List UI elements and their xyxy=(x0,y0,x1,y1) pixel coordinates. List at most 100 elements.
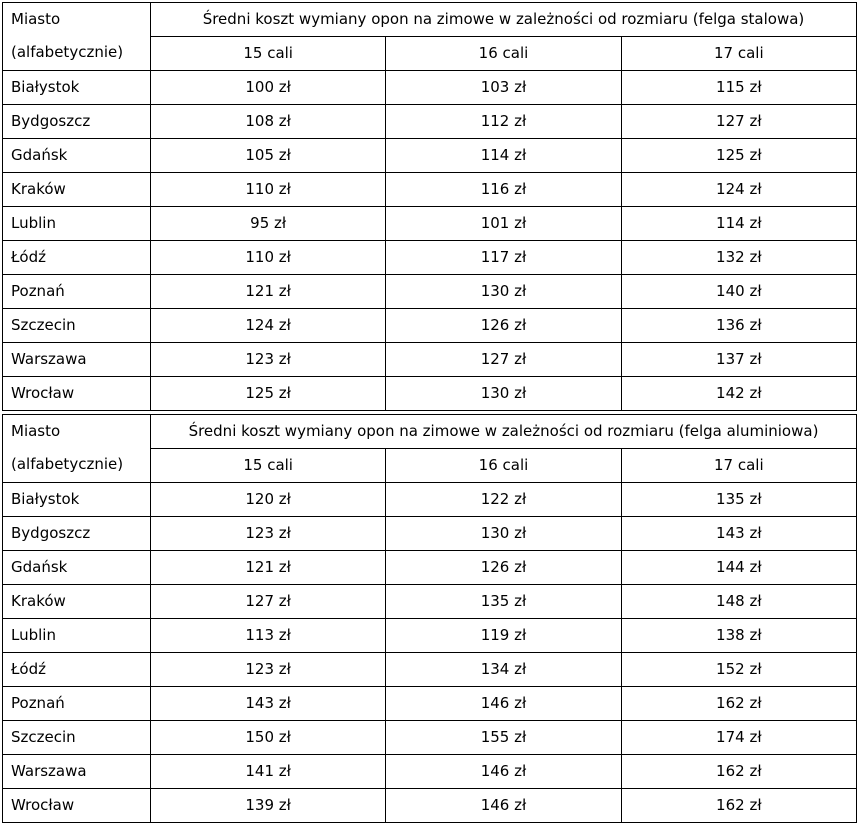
city-cell: Bydgoszcz xyxy=(2,516,151,551)
price-cell: 114 zł xyxy=(620,206,858,241)
price-cell: 127 zł xyxy=(620,104,858,139)
table-row: Bydgoszcz 108 zł 112 zł 127 zł xyxy=(2,104,858,139)
city-cell: Poznań xyxy=(2,686,151,721)
price-cell: 174 zł xyxy=(620,720,858,755)
price-cell: 130 zł xyxy=(385,376,622,411)
price-cell: 146 zł xyxy=(385,788,622,823)
price-cell: 101 zł xyxy=(385,206,622,241)
price-cell: 105 zł xyxy=(149,138,387,173)
table-row: Łódź 123 zł 134 zł 152 zł xyxy=(2,652,858,687)
price-cell: 130 zł xyxy=(385,274,622,309)
price-cell: 137 zł xyxy=(620,342,858,377)
price-cell: 113 zł xyxy=(149,618,387,653)
size-header-15: 15 cali xyxy=(149,36,387,71)
price-cell: 136 zł xyxy=(620,308,858,343)
price-cell: 138 zł xyxy=(620,618,858,653)
aluminum-rim-table: Miasto (alfabetycznie) Średni koszt wymi… xyxy=(2,414,858,823)
size-header-16: 16 cali xyxy=(385,36,622,71)
size-header-17: 17 cali xyxy=(620,36,858,71)
steel-rim-table-body: Białystok 100 zł 103 zł 115 zł Bydgoszcz 108 … xyxy=(2,70,858,411)
city-cell: Wrocław xyxy=(2,376,151,411)
price-cell: 120 zł xyxy=(149,482,387,517)
city-cell: Łódź xyxy=(2,652,151,687)
price-cell: 100 zł xyxy=(149,70,387,105)
table-row: Kraków 110 zł 116 zł 124 zł xyxy=(2,172,858,207)
price-cell: 144 zł xyxy=(620,550,858,585)
city-cell: Lublin xyxy=(2,206,151,241)
city-column-header: Miasto (alfabetycznie) xyxy=(2,2,151,71)
price-cell: 148 zł xyxy=(620,584,858,619)
price-cell: 162 zł xyxy=(620,686,858,721)
table-row: Białystok 100 zł 103 zł 115 zł xyxy=(2,70,858,105)
price-cell: 121 zł xyxy=(149,274,387,309)
price-cell: 143 zł xyxy=(620,516,858,551)
steel-rim-table: Miasto (alfabetycznie) Średni koszt wymi… xyxy=(2,2,858,411)
aluminum-rim-table-header: Miasto (alfabetycznie) Średni koszt wymi… xyxy=(2,414,858,483)
price-cell: 135 zł xyxy=(385,584,622,619)
price-cell: 135 zł xyxy=(620,482,858,517)
table-row: Warszawa 141 zł 146 zł 162 zł xyxy=(2,754,858,789)
city-header-line1: Miasto xyxy=(11,422,61,440)
city-cell: Szczecin xyxy=(2,308,151,343)
price-cell: 140 zł xyxy=(620,274,858,309)
price-cell: 126 zł xyxy=(385,550,622,585)
header-row-title: Miasto (alfabetycznie) Średni koszt wymi… xyxy=(2,414,857,483)
price-cell: 162 zł xyxy=(620,754,858,789)
price-cell: 95 zł xyxy=(149,206,387,241)
price-cell: 121 zł xyxy=(149,550,387,585)
size-header-17: 17 cali xyxy=(620,448,858,483)
table-row: Wrocław 139 zł 146 zł 162 zł xyxy=(2,788,858,823)
price-cell: 127 zł xyxy=(385,342,622,377)
table-row: Kraków 127 zł 135 zł 148 zł xyxy=(2,584,858,619)
price-cell: 124 zł xyxy=(149,308,387,343)
price-cell: 162 zł xyxy=(620,788,858,823)
steel-rim-table-header: Miasto (alfabetycznie) Średni koszt wymi… xyxy=(2,2,858,71)
city-cell: Warszawa xyxy=(2,342,151,377)
price-cell: 146 zł xyxy=(385,754,622,789)
table-row: Warszawa 123 zł 127 zł 137 zł xyxy=(2,342,858,377)
price-cell: 115 zł xyxy=(620,70,858,105)
price-cell: 122 zł xyxy=(385,482,622,517)
table-row: Szczecin 124 zł 126 zł 136 zł xyxy=(2,308,858,343)
table-title-aluminum: Średni koszt wymiany opon na zimowe w za… xyxy=(150,414,857,449)
city-cell: Poznań xyxy=(2,274,151,309)
table-row: Białystok 120 zł 122 zł 135 zł xyxy=(2,482,858,517)
price-cell: 114 zł xyxy=(385,138,622,173)
table-row: Poznań 121 zł 130 zł 140 zł xyxy=(2,274,858,309)
table-row: Poznań 143 zł 146 zł 162 zł xyxy=(2,686,858,721)
price-cell: 142 zł xyxy=(620,376,858,411)
table-title-steel: Średni koszt wymiany opon na zimowe w za… xyxy=(150,2,857,37)
price-cell: 108 zł xyxy=(149,104,387,139)
city-cell: Łódź xyxy=(2,240,151,275)
city-header-line2: (alfabetycznie) xyxy=(11,455,124,473)
price-cell: 123 zł xyxy=(149,652,387,687)
city-cell: Gdańsk xyxy=(2,138,151,173)
price-cell: 127 zł xyxy=(149,584,387,619)
table-row: Gdańsk 121 zł 126 zł 144 zł xyxy=(2,550,858,585)
price-cell: 119 zł xyxy=(385,618,622,653)
price-cell: 130 zł xyxy=(385,516,622,551)
price-cell: 134 zł xyxy=(385,652,622,687)
price-cell: 112 zł xyxy=(385,104,622,139)
price-cell: 116 zł xyxy=(385,172,622,207)
price-cell: 126 zł xyxy=(385,308,622,343)
table-row: Szczecin 150 zł 155 zł 174 zł xyxy=(2,720,858,755)
city-cell: Szczecin xyxy=(2,720,151,755)
table-row: Bydgoszcz 123 zł 130 zł 143 zł xyxy=(2,516,858,551)
price-cell: 125 zł xyxy=(620,138,858,173)
city-cell: Wrocław xyxy=(2,788,151,823)
city-column-header: Miasto (alfabetycznie) xyxy=(2,414,151,483)
city-cell: Gdańsk xyxy=(2,550,151,585)
city-cell: Kraków xyxy=(2,172,151,207)
city-cell: Kraków xyxy=(2,584,151,619)
size-header-16: 16 cali xyxy=(385,448,622,483)
header-row-sizes: 15 cali 16 cali 17 cali xyxy=(3,448,858,483)
table-row: Łódź 110 zł 117 zł 132 zł xyxy=(2,240,858,275)
price-cell: 125 zł xyxy=(149,376,387,411)
price-cell: 150 zł xyxy=(149,720,387,755)
city-cell: Warszawa xyxy=(2,754,151,789)
city-cell: Lublin xyxy=(2,618,151,653)
size-header-15: 15 cali xyxy=(149,448,387,483)
price-cell: 123 zł xyxy=(149,516,387,551)
